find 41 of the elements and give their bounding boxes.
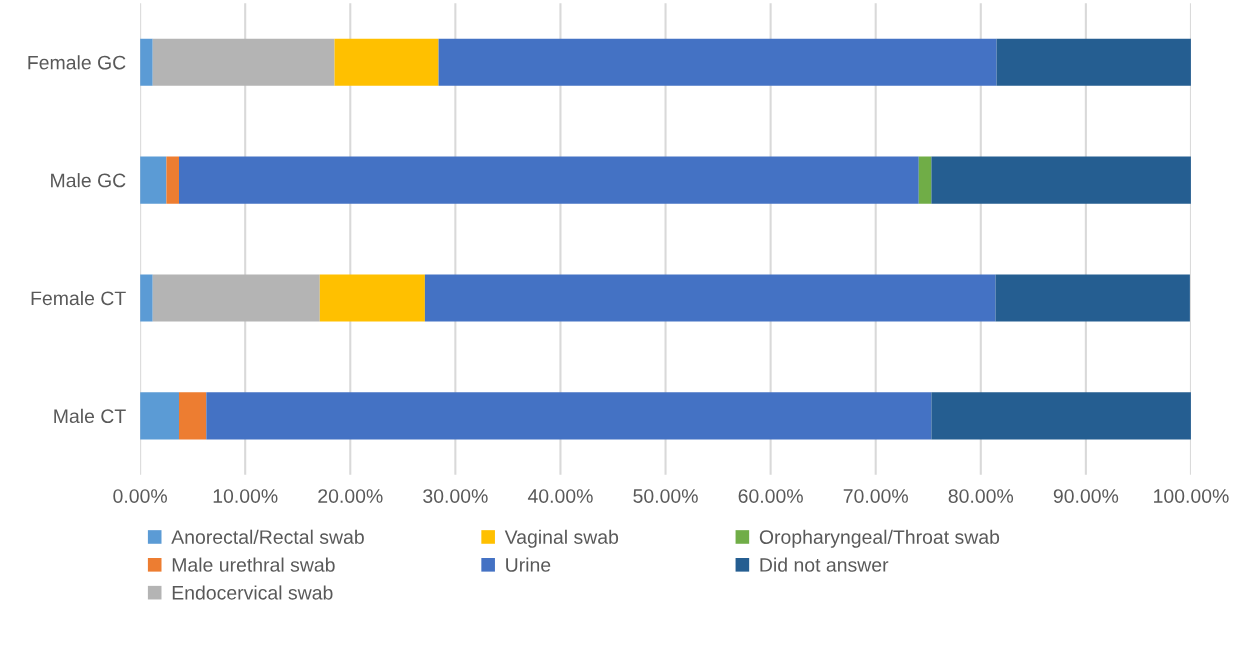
- bar: [178, 156, 919, 204]
- x-tick-label: 80.00%: [948, 489, 1014, 503]
- x-tick-label: 100.00%: [1154, 489, 1229, 503]
- x-tick-label: 10.00%: [213, 489, 278, 503]
- y-tick-label: Male CT: [54, 408, 126, 424]
- bar: [334, 38, 439, 86]
- y-tick-label: Female CT: [31, 290, 126, 306]
- bar: [178, 392, 207, 440]
- legend-label: Did not answer: [760, 557, 889, 572]
- bar: [140, 274, 153, 322]
- legend-label: Vaginal swab: [504, 529, 619, 548]
- bar: [140, 156, 167, 204]
- x-tick-label: 30.00%: [423, 489, 488, 503]
- bar: [319, 274, 425, 322]
- legend-label: Anorectal/Rectal swab: [171, 529, 364, 544]
- y-tick-label: Male GC: [51, 173, 126, 188]
- bar: [152, 38, 335, 86]
- legend-label: Endocervical swab: [172, 585, 333, 600]
- x-tick-label: 0.00%: [113, 489, 167, 503]
- x-tick-label: 90.00%: [1053, 489, 1119, 503]
- bar: [918, 156, 932, 204]
- y-tick-label: Female GC: [28, 55, 126, 70]
- x-tick-label: 40.00%: [527, 489, 593, 503]
- x-tick-label: 60.00%: [738, 489, 803, 503]
- bar: [424, 274, 996, 322]
- x-tick-label: 20.00%: [318, 489, 383, 503]
- bar: [152, 274, 320, 322]
- bar: [140, 38, 153, 86]
- legend-label: Urine: [506, 557, 551, 572]
- bar: [931, 392, 1191, 440]
- legend-label: Male urethral swab: [172, 557, 335, 572]
- bar: [438, 38, 997, 86]
- bar: [995, 274, 1190, 322]
- x-tick-label: 50.00%: [633, 489, 698, 503]
- bar: [166, 156, 179, 204]
- bar: [931, 156, 1191, 204]
- bar: [140, 392, 179, 440]
- legend-label: Oropharyngeal/Throat swab: [759, 529, 1000, 548]
- x-tick-label: 70.00%: [843, 489, 908, 503]
- bar: [206, 392, 932, 440]
- bar: [996, 38, 1191, 86]
